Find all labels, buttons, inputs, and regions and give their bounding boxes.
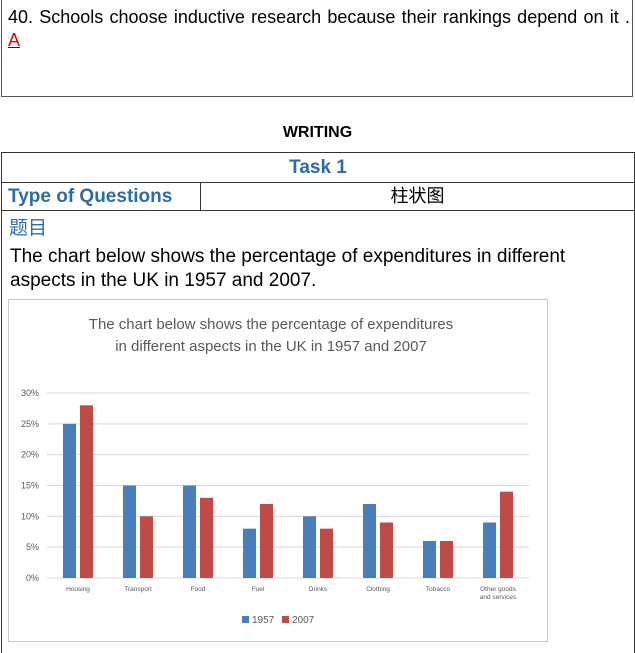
- x-tick-label: Housing: [66, 586, 90, 593]
- chart-title: in different aspects in the UK in 1957 a…: [115, 338, 427, 355]
- section-title: WRITING: [282, 124, 353, 141]
- x-tick-label: Drinks: [309, 586, 328, 593]
- bar-2007-food: [200, 497, 213, 578]
- bar-chart: The chart below shows the percentage of …: [8, 299, 548, 642]
- x-tick-label: and services: [480, 594, 517, 601]
- y-tick-label: 15%: [21, 481, 39, 491]
- y-tick-label: 20%: [21, 450, 39, 460]
- task-table: Task 1 Type of Questions 柱状图 题目 The char…: [1, 152, 635, 653]
- x-tick-label: Tobacco: [426, 586, 451, 593]
- legend-label: 1957: [252, 615, 275, 626]
- bar-2007-drinks: [320, 528, 333, 578]
- question-text: 40. Schools choose inductive research be…: [8, 7, 630, 27]
- chart-title: The chart below shows the percentage of …: [89, 316, 453, 333]
- x-tick-label: Clothing: [366, 586, 390, 593]
- bar-2007-transport: [140, 516, 153, 578]
- task-prompt: The chart below shows the percentage of …: [10, 246, 566, 291]
- bar-1957-transport: [123, 485, 136, 578]
- x-tick-label: Other goods: [480, 586, 517, 593]
- question-40: 40. Schools choose inductive research be…: [8, 6, 630, 52]
- legend-swatch-2007: [282, 616, 289, 623]
- bar-2007-clothing: [380, 522, 393, 578]
- x-tick-label: Transport: [124, 586, 152, 593]
- bar-1957-tobacco: [423, 541, 436, 578]
- y-tick-label: 10%: [21, 511, 39, 521]
- legend-swatch-1957: [242, 616, 249, 623]
- y-tick-label: 5%: [26, 542, 39, 552]
- type-label: Type of Questions: [2, 183, 201, 210]
- y-tick-label: 25%: [21, 419, 39, 429]
- bar-2007-other-goods-and-services: [500, 491, 513, 578]
- y-tick-label: 0%: [26, 573, 39, 583]
- question-40-box: 40. Schools choose inductive research be…: [1, 0, 633, 97]
- bar-1957-food: [183, 485, 196, 578]
- type-value: 柱状图: [390, 186, 445, 206]
- legend-label: 2007: [292, 615, 315, 626]
- y-tick-label: 30%: [21, 388, 39, 398]
- answer: A: [8, 30, 21, 50]
- bar-2007-housing: [80, 405, 93, 578]
- bar-1957-drinks: [303, 516, 316, 578]
- task-title: Task 1: [2, 153, 634, 183]
- bar-1957-housing: [63, 423, 76, 578]
- type-row: Type of Questions 柱状图: [2, 183, 634, 211]
- x-tick-label: Fuel: [252, 586, 265, 593]
- bar-2007-fuel: [260, 504, 273, 578]
- topic-label: 题目: [9, 218, 48, 239]
- x-tick-label: Food: [191, 586, 206, 593]
- bar-1957-other-goods-and-services: [483, 522, 496, 578]
- bar-1957-clothing: [363, 504, 376, 578]
- chart-svg: The chart below shows the percentage of …: [21, 316, 529, 626]
- bar-1957-fuel: [243, 528, 256, 578]
- bar-2007-tobacco: [440, 541, 453, 578]
